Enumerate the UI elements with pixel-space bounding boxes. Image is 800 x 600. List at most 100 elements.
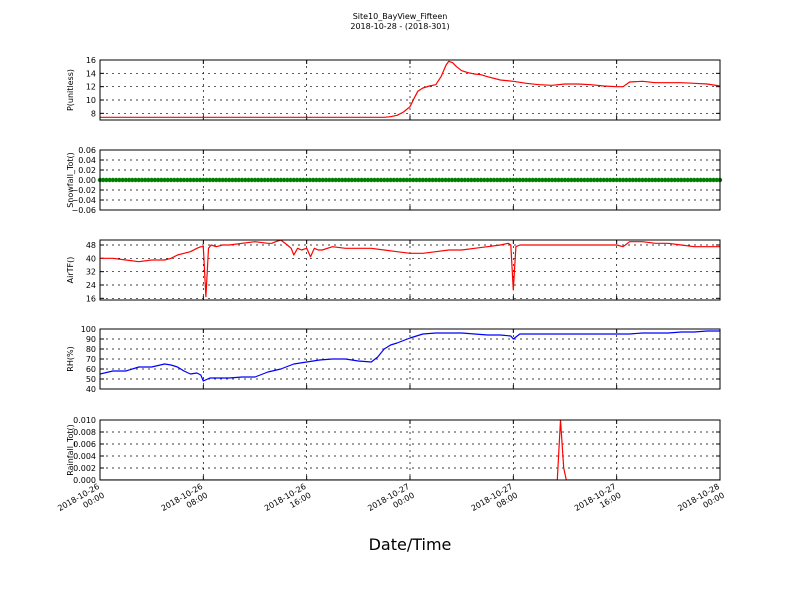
series-marker [643, 177, 648, 183]
series-marker [465, 177, 471, 183]
series-marker [637, 177, 642, 183]
series-marker [595, 177, 600, 183]
series-marker [685, 177, 690, 183]
series-marker [197, 177, 203, 183]
series-marker [540, 177, 545, 183]
series-marker [194, 177, 200, 183]
series-marker [265, 177, 271, 183]
y-tick-label: 14 [86, 69, 96, 78]
series-marker [394, 177, 400, 183]
series-marker [575, 177, 581, 183]
series-marker [346, 177, 351, 183]
series-line [100, 60, 720, 118]
series-marker [511, 177, 516, 183]
series-marker [304, 177, 309, 183]
series-marker [204, 177, 209, 183]
series-marker [620, 177, 626, 183]
series-marker [123, 177, 129, 183]
series-marker [375, 177, 380, 183]
series-marker [436, 177, 442, 183]
series-marker [446, 177, 451, 183]
series-marker [139, 177, 145, 183]
y-tick-label: 100 [81, 325, 96, 334]
axes-frame [99, 419, 721, 481]
series-marker [630, 177, 636, 183]
y-tick-label: 40 [86, 254, 96, 263]
series-marker [236, 177, 242, 183]
y-tick-label: 0.004 [73, 452, 96, 461]
panels: 810121416P(unitless)−0.06−0.04−0.020.000… [66, 56, 723, 485]
y-tick-label: 0.000 [73, 476, 96, 485]
y-axis-label: Snowfall_Tot() [66, 152, 75, 208]
x-tick-label: 2018-10-2716:00 [573, 482, 623, 522]
series-marker [126, 177, 132, 183]
series-marker [336, 177, 342, 183]
series-marker [191, 177, 196, 183]
series-marker [514, 177, 519, 183]
series-marker [604, 177, 610, 183]
series-marker [130, 177, 135, 183]
series-marker [188, 177, 193, 183]
series-marker [569, 177, 574, 183]
series-marker [104, 177, 109, 183]
series-marker [698, 177, 703, 183]
series-marker [356, 177, 361, 183]
y-tick-label: 32 [86, 268, 96, 277]
figure-title: Site10_BayView_Fifteen [353, 12, 448, 21]
series-marker [443, 177, 448, 183]
series-marker [323, 177, 329, 183]
series-marker [301, 177, 306, 183]
series-marker [401, 177, 406, 183]
y-tick-label: 0.002 [73, 464, 96, 473]
figure-subtitle: 2018-10-28 - (2018-301) [350, 22, 449, 31]
y-tick-label: 0.02 [78, 166, 96, 175]
series-marker [649, 177, 655, 183]
series-marker [617, 177, 623, 183]
series-marker [530, 177, 535, 183]
series-marker [662, 177, 668, 183]
series-marker [449, 177, 455, 183]
series-marker [440, 177, 445, 183]
series-marker [585, 177, 590, 183]
y-tick-label: 0.06 [78, 146, 96, 155]
series-marker [624, 177, 629, 183]
series-marker [113, 177, 119, 183]
y-tick-label: 0.006 [73, 440, 96, 449]
series-marker [704, 177, 710, 183]
series-marker [711, 177, 716, 183]
series-marker [117, 177, 122, 183]
series-marker [656, 177, 661, 183]
series-marker [546, 177, 552, 183]
x-tick-label: 2018-10-2616:00 [263, 482, 313, 522]
series-marker [307, 177, 313, 183]
series-marker [675, 177, 681, 183]
series-marker [181, 177, 187, 183]
y-tick-label: 0.008 [73, 428, 96, 437]
series-marker [146, 177, 151, 183]
series-marker [110, 177, 116, 183]
series-marker [275, 177, 280, 183]
y-tick-label: 0.04 [78, 156, 96, 165]
series-marker [136, 177, 141, 183]
series-marker [478, 177, 484, 183]
series-marker [414, 177, 419, 183]
series-marker [666, 177, 671, 183]
y-tick-label: 0.00 [78, 176, 96, 185]
series-marker [330, 177, 335, 183]
y-tick-label: 48 [86, 241, 96, 250]
series-marker [223, 177, 229, 183]
axes-frame [99, 149, 721, 211]
series-marker [214, 177, 219, 183]
x-tick-label: 2018-10-2800:00 [676, 482, 726, 522]
series-marker [172, 177, 177, 183]
y-tick-label: 40 [86, 385, 96, 394]
series-marker [572, 177, 577, 183]
series-marker [601, 177, 606, 183]
series-marker [320, 177, 326, 183]
y-tick-label: 50 [86, 375, 96, 384]
series-marker [230, 177, 235, 183]
series-marker [262, 177, 267, 183]
series-marker [517, 177, 522, 183]
series-marker [210, 177, 216, 183]
series-marker [520, 177, 526, 183]
